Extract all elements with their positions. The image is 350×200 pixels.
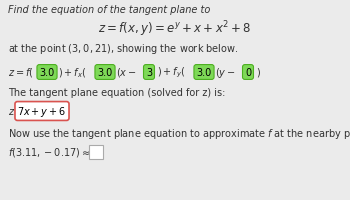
Text: $(y - $: $(y - $: [215, 66, 236, 80]
Text: $z = f($: $z = f($: [8, 66, 34, 79]
Text: $(x - $: $(x - $: [116, 66, 136, 79]
Text: Now use the tangent plane equation to approximate $f$ at the nearby point, $(3.1: Now use the tangent plane equation to ap…: [8, 126, 350, 140]
Text: 3: 3: [146, 68, 152, 78]
Text: at the point $(3, 0, 21)$, showing the work below.: at the point $(3, 0, 21)$, showing the w…: [8, 42, 239, 56]
Text: 3.0: 3.0: [97, 68, 113, 78]
Text: The tangent plane equation (solved for z) is:: The tangent plane equation (solved for z…: [8, 88, 225, 98]
Text: Find the equation of the tangent plane to: Find the equation of the tangent plane t…: [8, 5, 210, 15]
Text: $z = $: $z = $: [8, 106, 24, 116]
Text: $) + f_y($: $) + f_y($: [157, 65, 186, 80]
Text: 3.0: 3.0: [39, 68, 55, 78]
Text: $z = f(x, y) = e^y + x + x^2 + 8$: $z = f(x, y) = e^y + x + x^2 + 8$: [98, 19, 252, 39]
Text: $f(3.11, -0.17) \approx$: $f(3.11, -0.17) \approx$: [8, 146, 90, 159]
Text: 3.0: 3.0: [196, 68, 212, 78]
Text: $) + f_x($: $) + f_x($: [58, 66, 86, 79]
Text: 0: 0: [245, 68, 251, 78]
Text: $)$: $)$: [256, 66, 261, 79]
Text: $7x + y + 6$: $7x + y + 6$: [18, 104, 66, 118]
